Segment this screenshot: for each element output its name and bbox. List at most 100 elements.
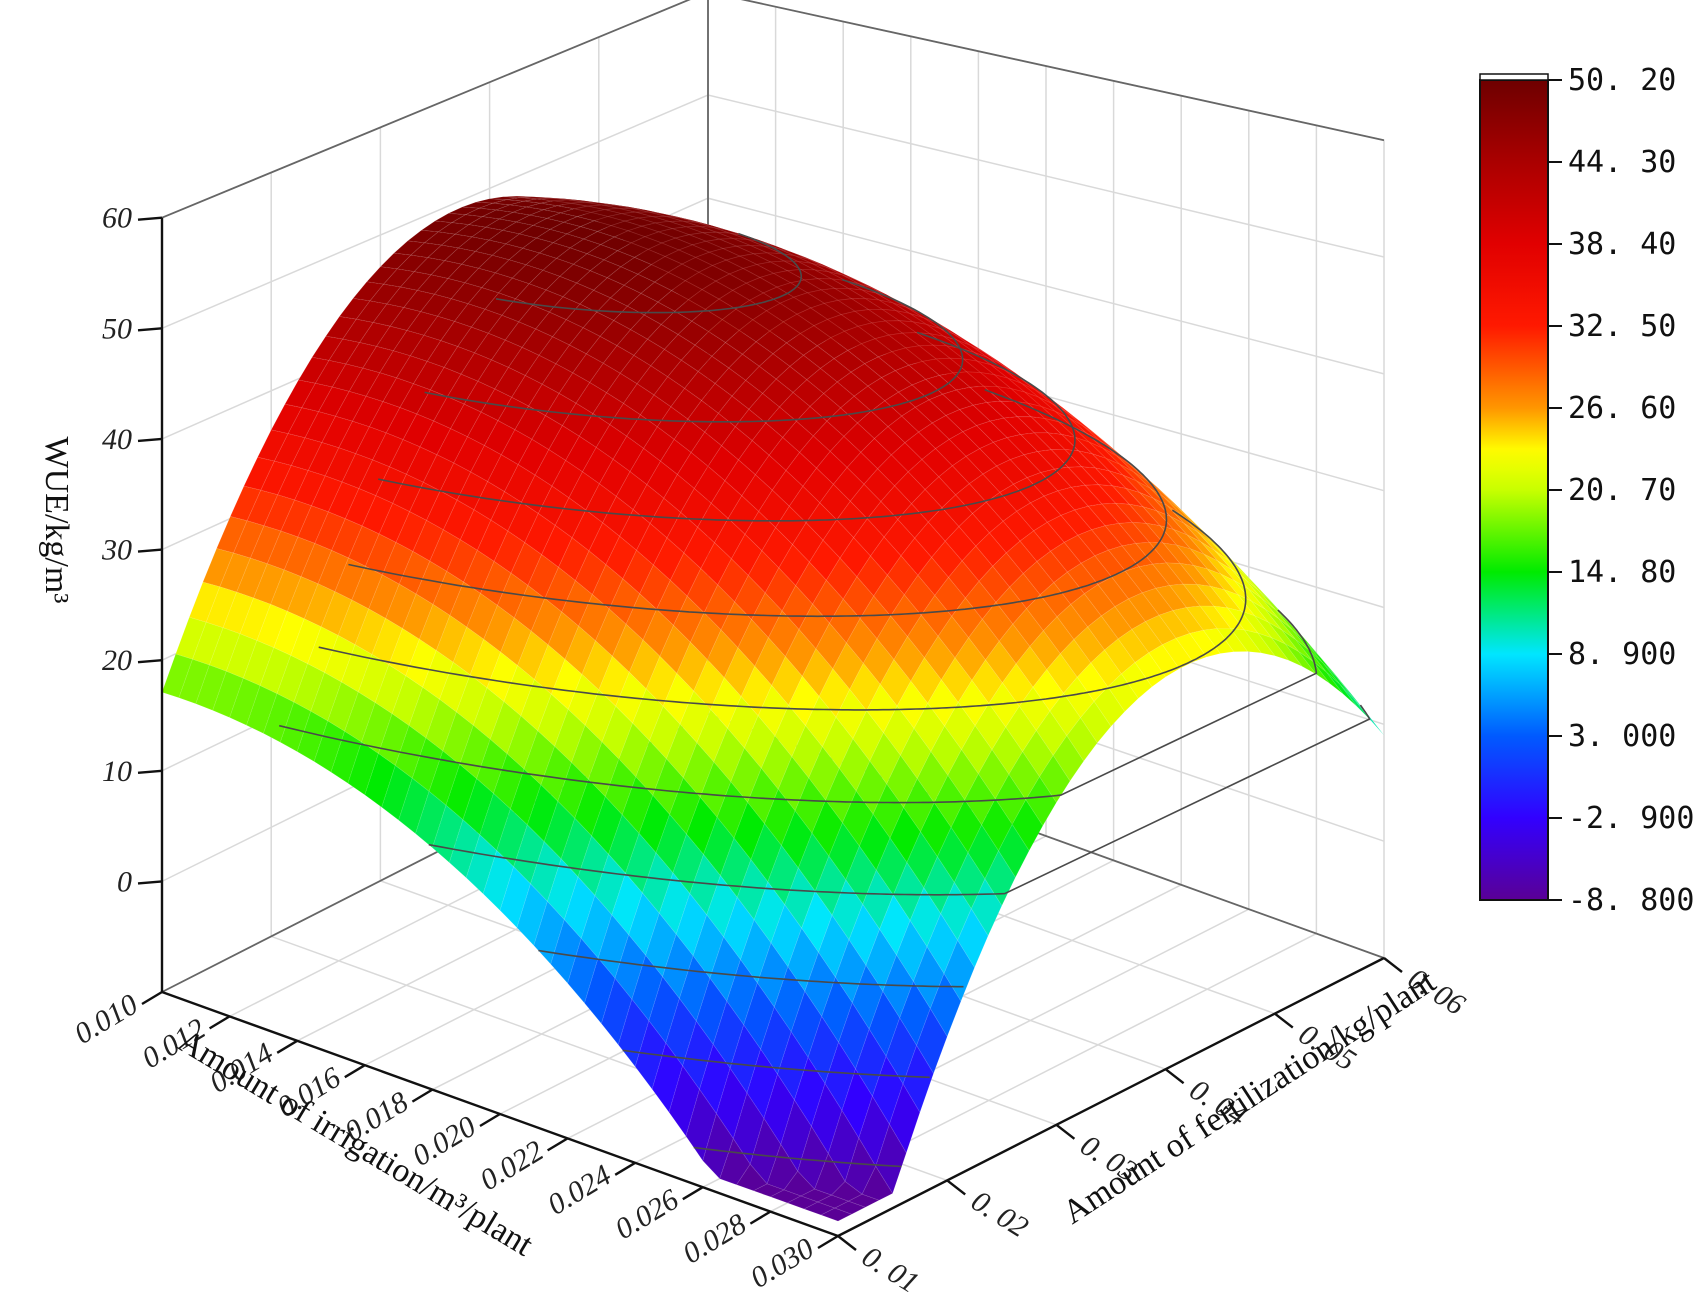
surface-patch xyxy=(1066,717,1098,762)
box-edge xyxy=(740,0,1385,142)
x-tick xyxy=(276,1039,298,1054)
surface-patch xyxy=(1298,651,1330,684)
front-axes xyxy=(137,216,1403,1251)
surface-patch xyxy=(1148,644,1180,678)
x-tick xyxy=(141,990,163,1006)
x-tick-label: 0.028 xyxy=(677,1207,752,1270)
colorbar-top-cap xyxy=(1479,73,1549,81)
x-tick xyxy=(411,1088,434,1103)
y-axis-title: Amount of fertilization/kg/plant xyxy=(1056,963,1442,1232)
x-tick xyxy=(817,1234,839,1250)
colorbar-label: 26. 60 xyxy=(1568,391,1676,426)
z-tick-label: 40 xyxy=(102,423,132,456)
contour-line xyxy=(279,609,1318,804)
z-tick-label: 30 xyxy=(101,534,132,567)
surface-patch xyxy=(929,972,962,1038)
z-tick xyxy=(137,548,163,553)
surface-patch xyxy=(1025,775,1057,827)
surface-patch xyxy=(970,878,1003,937)
surface-patch xyxy=(1161,637,1194,670)
surface-patch xyxy=(1052,734,1085,782)
z-tick-label: 50 xyxy=(102,312,132,345)
y-tick xyxy=(1055,1123,1076,1140)
colorbar-label: 8. 900 xyxy=(1568,637,1676,672)
surface-patch xyxy=(1325,671,1358,707)
x-tick-label: 0.030 xyxy=(745,1232,820,1295)
z-tick xyxy=(137,880,163,885)
surface-patch xyxy=(1189,629,1221,658)
colorbar: 50. 20 44. 30 38. 40 32. 50 26. 60 20. 70 14. … xyxy=(1479,63,1694,918)
z-tick-label: 20 xyxy=(102,644,132,677)
surface-patch xyxy=(1243,629,1276,657)
x-tick xyxy=(479,1112,501,1128)
colorbar-label: 20. 70 xyxy=(1568,473,1676,508)
z-tick-label: 0 xyxy=(117,865,132,898)
z-tick-label: 60 xyxy=(102,202,132,235)
z-axis-title: WUE/kg/m³ xyxy=(38,437,75,604)
contour-line xyxy=(538,949,964,988)
contour-lines xyxy=(279,232,1371,1168)
x-tick-label: 0.010 xyxy=(69,988,144,1051)
contour-line xyxy=(424,278,964,423)
y-tick xyxy=(1274,1012,1294,1029)
z-tick xyxy=(137,658,163,664)
colorbar-label: -2. 900 xyxy=(1568,801,1694,836)
x-tick xyxy=(682,1186,704,1201)
y-tick-label: 0. 01 xyxy=(856,1240,924,1300)
y-tick-label: 0. 02 xyxy=(965,1184,1033,1244)
contour-line xyxy=(622,1049,930,1079)
x-tick xyxy=(749,1210,772,1225)
surface-patch xyxy=(1216,628,1249,653)
colorbar-label: 50. 20 xyxy=(1568,63,1676,98)
contour-line xyxy=(428,704,1371,896)
surface-patch xyxy=(1256,632,1290,662)
surface-patch xyxy=(875,1123,907,1195)
colorbar-gradient xyxy=(1479,79,1549,901)
x-axis-title: Amount of irrigation/m³/plant xyxy=(172,1022,540,1264)
surface-patch xyxy=(1107,673,1139,713)
colorbar-label: 44. 30 xyxy=(1568,145,1676,180)
surface-patch xyxy=(847,1193,881,1208)
y-axis-line xyxy=(837,956,1385,1238)
surface-patch xyxy=(1080,700,1112,744)
y-tick xyxy=(837,1235,857,1251)
x-tick xyxy=(546,1137,569,1152)
surface-patch xyxy=(1039,754,1071,804)
x-tick-label: 0.024 xyxy=(542,1159,617,1222)
z-tick xyxy=(137,327,163,332)
contour-line xyxy=(318,509,1247,711)
surface-patch xyxy=(1175,632,1208,663)
colorbar-label: 38. 40 xyxy=(1568,227,1676,262)
surface-patch xyxy=(1271,637,1303,667)
z-tick xyxy=(137,437,163,443)
z-tick xyxy=(137,216,163,221)
contour-line xyxy=(378,331,1076,522)
x-tick xyxy=(614,1161,636,1176)
contour-line xyxy=(495,232,803,314)
y-tick xyxy=(946,1179,966,1196)
surface-patch xyxy=(916,1007,948,1075)
colorbar-label: 3. 000 xyxy=(1568,719,1676,754)
y-tick xyxy=(1164,1068,1185,1085)
contour-line xyxy=(348,389,1168,618)
surface-patch xyxy=(1093,686,1126,728)
surface-patch xyxy=(820,1207,853,1222)
x-tick xyxy=(208,1015,231,1030)
box-edge xyxy=(161,0,691,219)
x-tick-label: 0.022 xyxy=(474,1134,549,1197)
surface-patch xyxy=(833,1200,867,1215)
z-tick xyxy=(137,769,163,774)
surface-patch xyxy=(1011,798,1044,852)
x-tick xyxy=(344,1064,366,1079)
contour-line xyxy=(693,1146,902,1168)
surface-patch xyxy=(1229,628,1263,654)
colorbar-label: 32. 50 xyxy=(1568,309,1676,344)
y-tick xyxy=(1383,957,1403,973)
colorbar-label: -8. 800 xyxy=(1568,883,1694,918)
z-tick-label: 10 xyxy=(102,755,132,788)
x-tick-label: 0.026 xyxy=(610,1183,685,1246)
surface-patch xyxy=(1312,660,1344,695)
colorbar-label: 14. 80 xyxy=(1568,555,1676,590)
